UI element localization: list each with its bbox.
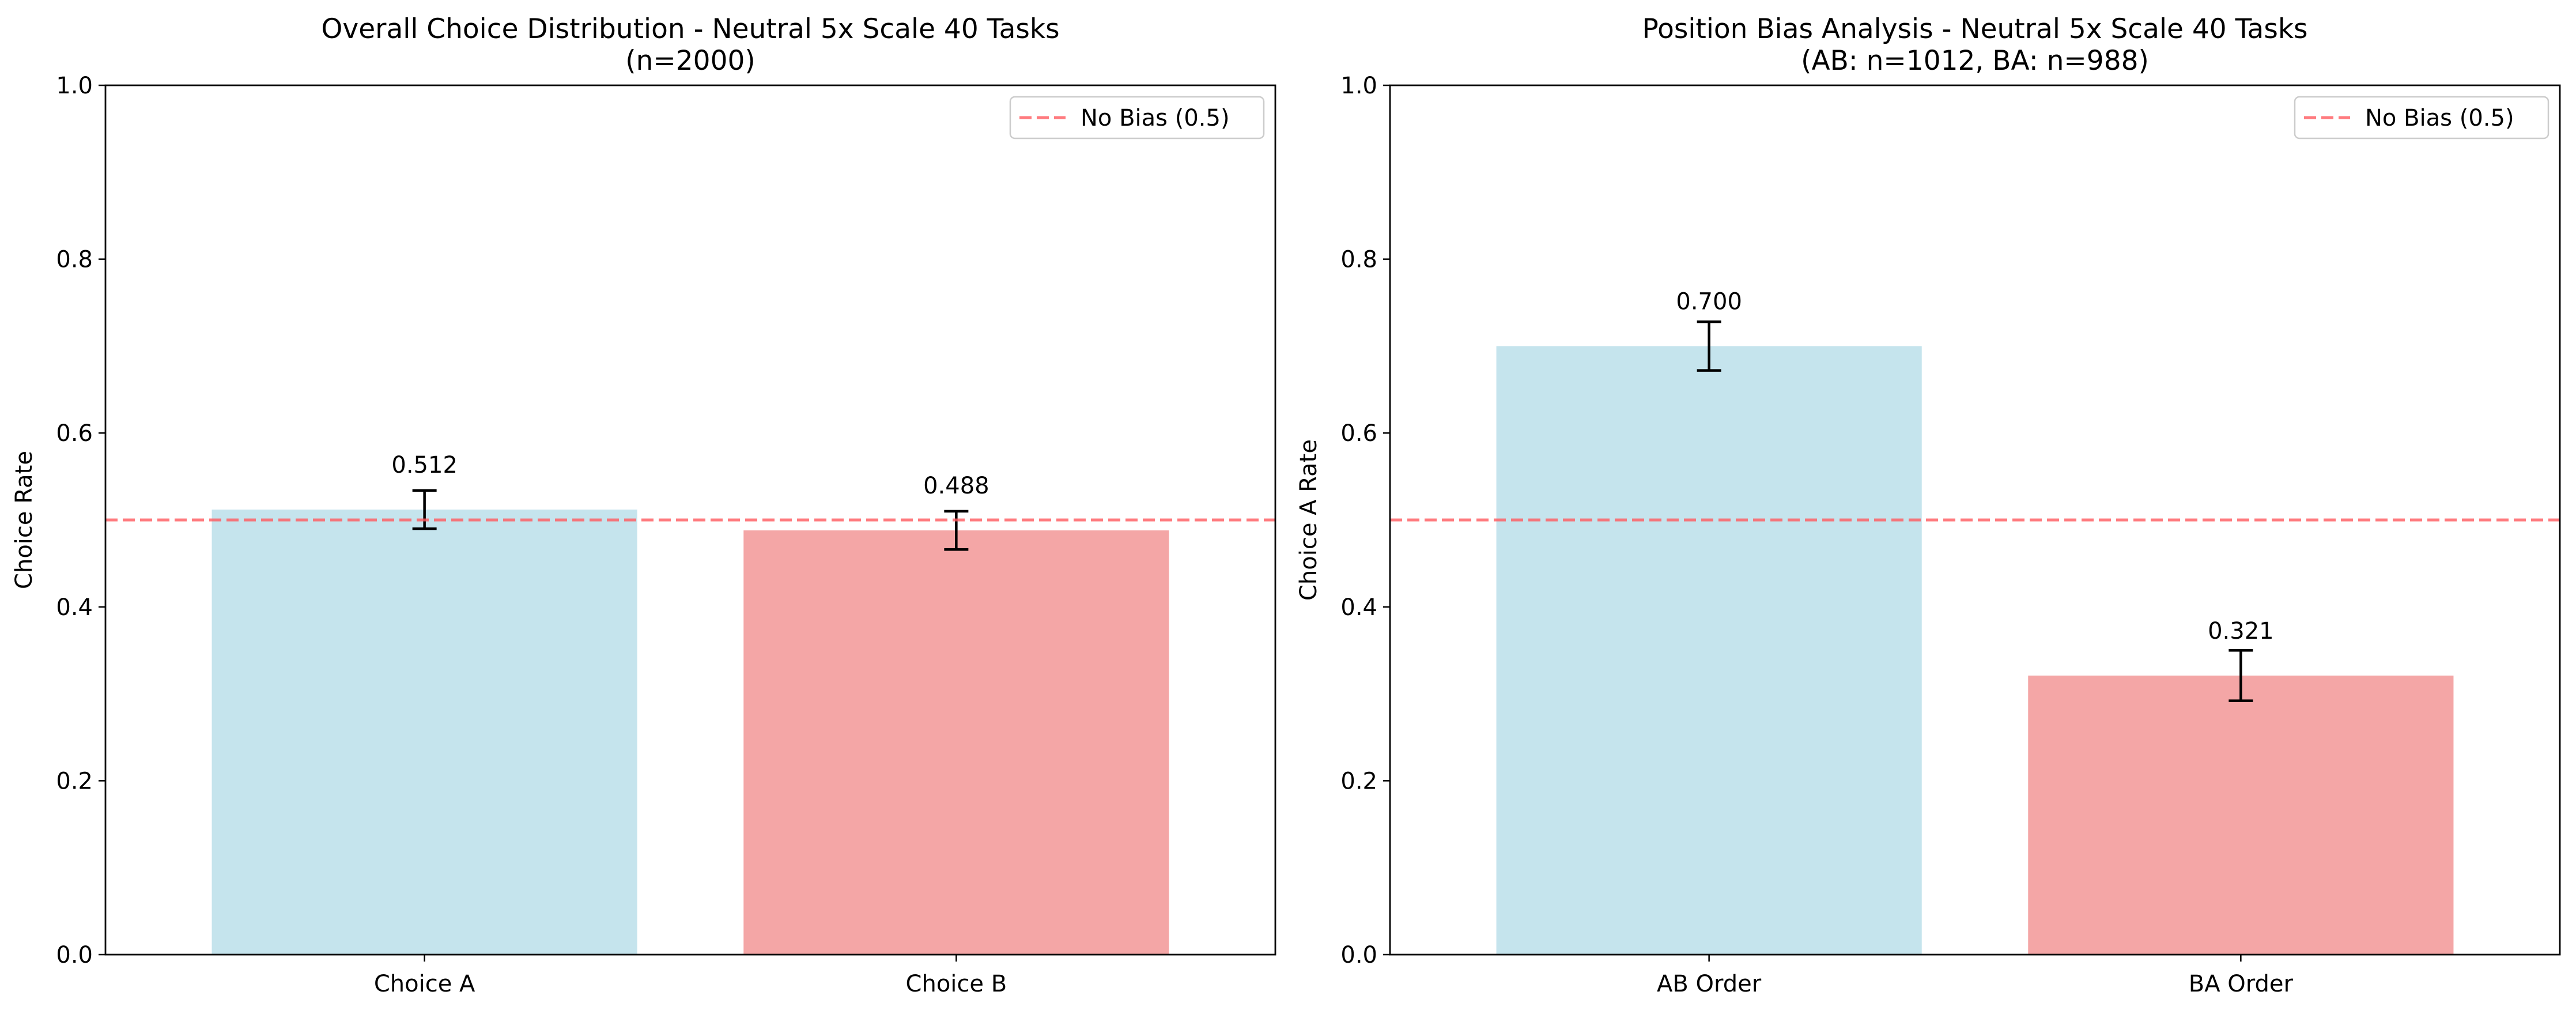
y-tick-label: 0.6 [56, 420, 93, 447]
y-axis-label: Choice Rate [11, 451, 37, 589]
x-tick-label: BA Order [2189, 971, 2294, 997]
y-tick-label: 0.2 [56, 768, 93, 794]
axes-frame [104, 84, 1276, 956]
x-tick-label: AB Order [1657, 971, 1762, 997]
bar-ab-order [1496, 346, 1922, 955]
legend-label: No Bias (0.5) [1081, 105, 1230, 131]
data-label: 0.321 [2208, 618, 2274, 644]
axes-frame [1389, 84, 2561, 956]
chart-title: Overall Choice Distribution - Neutral 5x… [321, 13, 1059, 45]
bar-ba-order [2028, 675, 2454, 955]
error-bar-1 [412, 489, 437, 530]
chart-panel-2: 0.700 AB Order 0.321 BA Order 0.0 0.2 0.4 0.6 0.… [1295, 13, 2561, 997]
y-tick-label: 0.6 [1340, 420, 1377, 447]
data-label: 0.488 [923, 473, 989, 499]
y-tick-label: 0.8 [1340, 247, 1377, 273]
data-label: 0.700 [1676, 288, 1742, 315]
legend-label: No Bias (0.5) [2365, 105, 2514, 131]
error-bar-2 [944, 510, 969, 551]
y-tick-label: 0.4 [1340, 594, 1377, 621]
chart-title: Position Bias Analysis - Neutral 5x Scal… [1642, 13, 2307, 45]
data-label: 0.512 [391, 452, 458, 478]
legend: No Bias (0.5) [2294, 96, 2549, 140]
y-tick-label: 1.0 [1340, 73, 1377, 99]
x-tick-label: Choice B [906, 971, 1007, 997]
legend: No Bias (0.5) [1009, 96, 1265, 140]
y-tick-label: 1.0 [56, 73, 93, 99]
chart-panel-1: 0.512 Choice A 0.488 Choice B 0.0 0.2 0.4 0.6 0.… [11, 13, 1276, 997]
bar-choice-a [211, 509, 637, 955]
y-tick-label: 0.0 [1340, 942, 1377, 968]
chart-subtitle: (AB: n=1012, BA: n=988) [1801, 45, 2149, 77]
error-bar-2 [2228, 649, 2253, 702]
y-tick-label: 0.4 [56, 594, 93, 621]
bar-choice-b [743, 530, 1169, 955]
y-tick-label: 0.8 [56, 247, 93, 273]
y-tick-label: 0.0 [56, 942, 93, 968]
chart-subtitle: (n=2000) [625, 45, 755, 77]
y-tick-label: 0.2 [1340, 768, 1377, 794]
error-bar-1 [1697, 320, 1721, 372]
y-axis-label: Choice A Rate [1295, 439, 1322, 601]
x-tick-label: Choice A [374, 971, 475, 997]
